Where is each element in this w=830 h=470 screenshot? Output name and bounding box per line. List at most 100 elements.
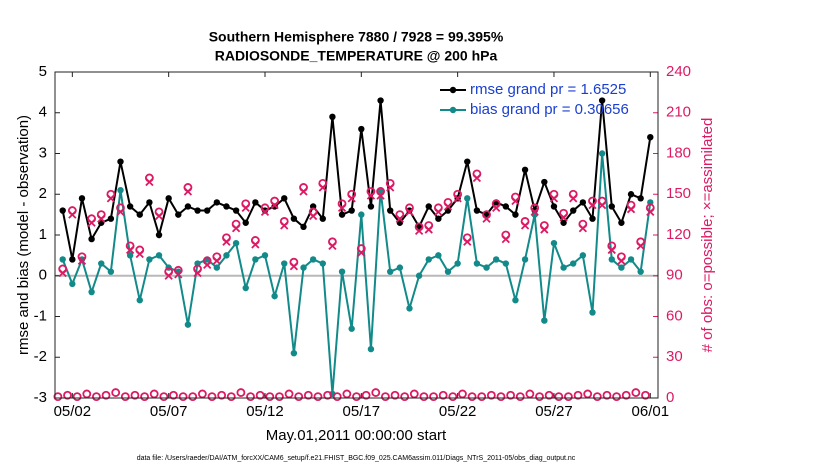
point bbox=[169, 390, 178, 400]
point bbox=[472, 173, 482, 183]
chart-title: Southern Hemisphere 7880 / 7928 = 99.395… bbox=[209, 29, 504, 45]
point bbox=[212, 256, 221, 265]
point bbox=[323, 390, 333, 400]
point bbox=[429, 392, 438, 402]
point bbox=[328, 241, 337, 251]
point bbox=[425, 256, 432, 263]
point bbox=[400, 392, 410, 402]
point bbox=[521, 256, 529, 263]
x-tick-label: 05/17 bbox=[343, 403, 381, 420]
point bbox=[550, 239, 558, 247]
point bbox=[270, 200, 279, 210]
point bbox=[337, 203, 347, 212]
point bbox=[58, 268, 67, 278]
point bbox=[246, 392, 255, 402]
point bbox=[387, 207, 394, 214]
plot-frame bbox=[54, 71, 659, 399]
point bbox=[541, 178, 548, 186]
point bbox=[106, 194, 116, 203]
point bbox=[222, 237, 231, 246]
point bbox=[87, 218, 96, 227]
point bbox=[294, 392, 304, 402]
point bbox=[448, 392, 458, 402]
point bbox=[178, 392, 188, 402]
point bbox=[126, 203, 134, 210]
point bbox=[232, 239, 240, 247]
point bbox=[242, 284, 249, 292]
y2-tick-label: 0 bbox=[666, 389, 674, 406]
y2-tick-label: 180 bbox=[666, 144, 691, 161]
point bbox=[598, 150, 606, 157]
point bbox=[130, 390, 140, 400]
y2-tick-label: 120 bbox=[666, 226, 691, 243]
point bbox=[184, 321, 192, 328]
point bbox=[88, 235, 95, 243]
point bbox=[193, 268, 202, 278]
point bbox=[627, 191, 635, 198]
point bbox=[332, 392, 342, 402]
point bbox=[59, 256, 66, 263]
y2-tick-label: 30 bbox=[666, 348, 683, 365]
y-tick-label: 5 bbox=[39, 63, 47, 80]
point bbox=[361, 390, 371, 400]
point bbox=[438, 390, 448, 400]
point bbox=[521, 166, 529, 173]
point bbox=[376, 191, 385, 200]
point bbox=[477, 392, 487, 402]
point bbox=[444, 268, 452, 275]
point bbox=[541, 317, 548, 324]
point bbox=[473, 260, 481, 267]
point bbox=[111, 388, 121, 397]
point bbox=[188, 392, 198, 402]
point bbox=[271, 292, 278, 300]
point bbox=[98, 260, 105, 267]
point bbox=[637, 195, 644, 202]
point bbox=[347, 194, 356, 203]
point bbox=[207, 392, 217, 402]
point bbox=[597, 200, 607, 210]
point bbox=[140, 392, 149, 402]
point bbox=[284, 389, 294, 399]
y-tick-label: 2 bbox=[39, 185, 47, 202]
point bbox=[126, 252, 134, 259]
point bbox=[463, 237, 472, 246]
point bbox=[636, 241, 645, 251]
point bbox=[618, 219, 625, 226]
point bbox=[554, 392, 564, 402]
point bbox=[255, 390, 265, 400]
point bbox=[313, 392, 323, 402]
point bbox=[69, 280, 76, 288]
point bbox=[265, 392, 275, 402]
point bbox=[618, 264, 625, 271]
y2-tick-label: 150 bbox=[666, 185, 691, 202]
point bbox=[458, 389, 467, 399]
point bbox=[165, 195, 172, 202]
point bbox=[352, 392, 361, 402]
point bbox=[443, 202, 453, 211]
point bbox=[117, 158, 124, 165]
point bbox=[290, 349, 298, 357]
point bbox=[281, 195, 288, 202]
point bbox=[300, 223, 307, 231]
point bbox=[559, 213, 568, 222]
point bbox=[396, 264, 404, 271]
x-tick-label: 05/12 bbox=[246, 403, 284, 420]
point bbox=[159, 392, 169, 402]
point bbox=[405, 207, 414, 217]
point bbox=[203, 260, 212, 270]
point bbox=[583, 389, 593, 399]
point bbox=[579, 199, 587, 206]
x-axis-label: May.01,2011 00:00:00 start bbox=[266, 427, 447, 444]
point bbox=[464, 195, 471, 202]
point bbox=[261, 252, 269, 259]
point bbox=[589, 309, 596, 316]
point bbox=[371, 388, 381, 397]
point bbox=[621, 390, 631, 400]
point bbox=[280, 221, 289, 230]
point bbox=[82, 389, 92, 399]
point bbox=[309, 211, 318, 221]
point bbox=[348, 207, 355, 214]
point bbox=[550, 203, 558, 210]
y-tick-label: -1 bbox=[34, 307, 47, 324]
